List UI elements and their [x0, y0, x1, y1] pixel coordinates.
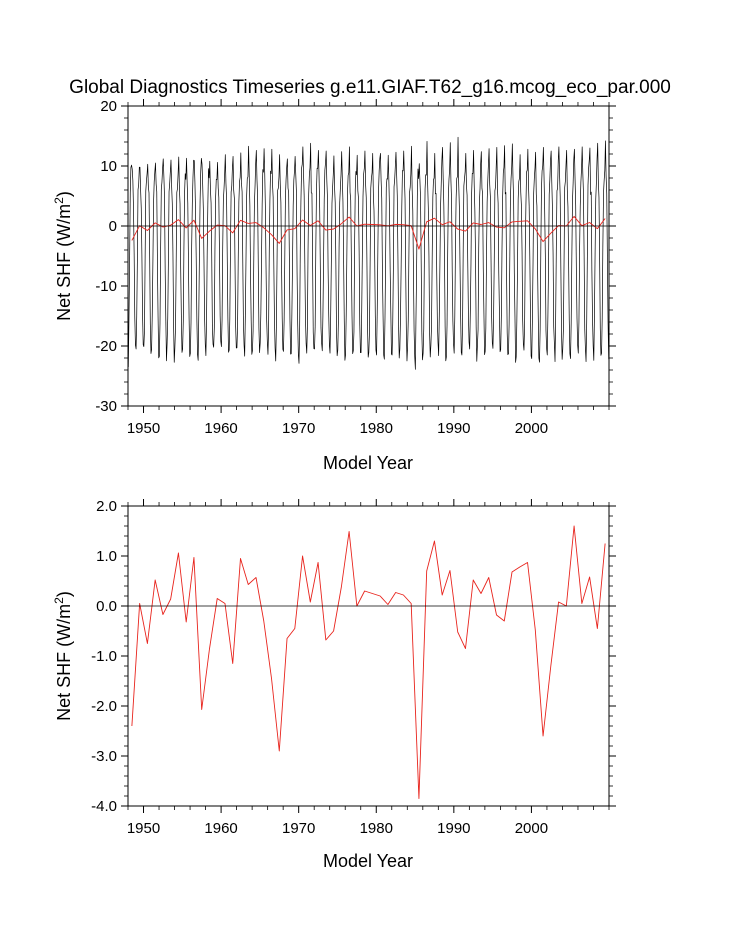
top-y-tick-label: 0: [109, 218, 117, 235]
top-x-tick-label: 1980: [360, 420, 393, 437]
bottom-y-label-main: Net SHF (W/m: [54, 604, 74, 721]
bottom-y-tick-label: -4.0: [91, 798, 117, 815]
top-x-tick-label: 1960: [204, 420, 237, 437]
bottom-y-tick-label: 2.0: [96, 498, 117, 515]
bottom-y-tick-label: -1.0: [91, 648, 117, 665]
top-x-tick-label: 1950: [127, 420, 160, 437]
top-plot-area: [127, 136, 610, 370]
bottom-x-tick-label: 1970: [282, 820, 315, 837]
bottom-plot-area: [131, 525, 606, 799]
top-y-tick-label: 10: [100, 158, 117, 175]
bottom-y-tick-label: -2.0: [91, 698, 117, 715]
bottom-y-label-superscript: 2: [52, 597, 66, 604]
top-plot-frame: [127, 105, 610, 407]
bottom-series-annual-mean: [131, 525, 606, 799]
bottom-x-tick-label: 1950: [127, 820, 160, 837]
bottom-x-tick-label: 1980: [360, 820, 393, 837]
bottom-y-tick-label: 1.0: [96, 548, 117, 565]
top-y-label-superscript: 2: [52, 197, 66, 204]
top-series-annual-mean: [131, 215, 606, 250]
top-y-label-main: Net SHF (W/m: [54, 204, 74, 321]
top-y-tick-label: -10: [95, 278, 117, 295]
top-y-label-close: ): [54, 191, 74, 197]
bottom-y-label-close: ): [54, 591, 74, 597]
top-x-axis-label: Model Year: [323, 453, 413, 473]
top-y-tick-label: -20: [95, 338, 117, 355]
chart-title: Global Diagnostics Timeseries g.e11.GIAF…: [69, 77, 671, 98]
bottom-x-tick-label: 2000: [515, 820, 548, 837]
top-x-tick-label: 2000: [515, 420, 548, 437]
bottom-y-tick-label: -3.0: [91, 748, 117, 765]
top-y-tick-label: -30: [95, 398, 117, 415]
bottom-axis-ticks: 1950 1960 1970 1980 1990 2000 -4.0 -3.0 -2.0 -1.0…: [91, 498, 616, 837]
bottom-y-axis-label: Net SHF (W/m2): [52, 591, 74, 721]
bottom-x-axis-label: Model Year: [323, 851, 413, 871]
top-axis-ticks: 1950 1960 1970 1980 1990 2000 -30 -20 -10 0 10 20: [95, 98, 616, 437]
top-x-tick-label: 1990: [437, 420, 470, 437]
bottom-x-tick-label: 1960: [204, 820, 237, 837]
bottom-y-tick-label: 0.0: [96, 598, 117, 615]
top-series-monthly: [127, 136, 610, 370]
bottom-x-tick-label: 1990: [437, 820, 470, 837]
top-y-tick-label: 20: [100, 98, 117, 115]
top-x-tick-label: 1970: [282, 420, 315, 437]
top-y-axis-label: Net SHF (W/m2): [52, 191, 74, 321]
